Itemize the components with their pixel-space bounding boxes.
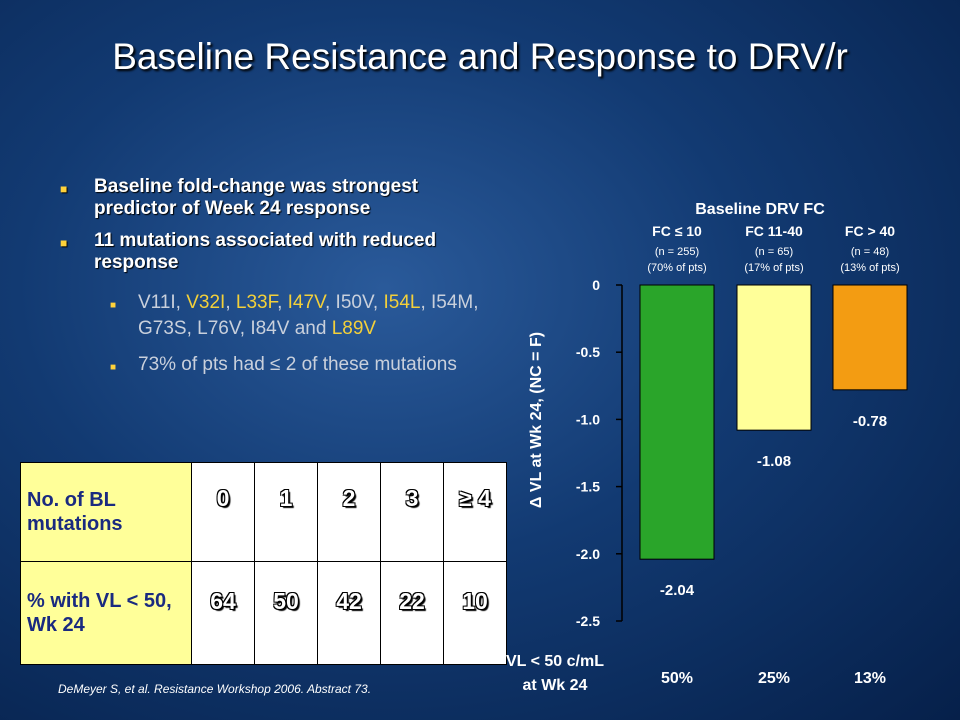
category-pct-label: (13% of pts): [840, 262, 899, 274]
y-tick-label: -0.5: [576, 344, 600, 360]
table-row: % with VL < 50, Wk 24 64 50 42 22 10: [20, 561, 507, 665]
table-cell: 0: [191, 462, 255, 562]
table-cell: 1: [254, 462, 318, 562]
category-label: FC 11-40: [745, 223, 803, 239]
table-cell: 42: [317, 561, 381, 665]
bullet-square-icon: ■: [60, 182, 68, 196]
table-cell: 50: [254, 561, 318, 665]
category-label: FC ≤ 10: [652, 223, 702, 239]
y-axis-title: Δ VL at Wk 24, (NC = F): [528, 332, 545, 508]
table-cell: 10: [443, 561, 507, 665]
category-label: FC > 40: [845, 223, 895, 239]
y-tick-label: -1.5: [576, 479, 600, 495]
vl-response-value: 13%: [854, 670, 886, 687]
row-header-response: % with VL < 50, Wk 24: [20, 561, 192, 665]
bullet-1: ■ Baseline fold-change was strongest pre…: [58, 176, 488, 220]
category-n-label: (n = 255): [655, 246, 699, 258]
y-tick-label: -2.0: [576, 546, 600, 562]
category-n-label: (n = 65): [755, 246, 793, 258]
vl-response-value: 25%: [758, 670, 790, 687]
table-row: No. of BL mutations 0 1 2 3 ≥ 4: [20, 462, 507, 562]
mutation-response-table: No. of BL mutations 0 1 2 3 ≥ 4 % with V…: [20, 462, 507, 665]
table-cell: 22: [380, 561, 444, 665]
category-pct-label: (70% of pts): [647, 262, 706, 274]
sub-bullet-2: ■ 73% of pts had ≤ 2 of these mutations: [58, 352, 488, 378]
bar: [639, 284, 715, 560]
chart-title: Baseline DRV FC: [695, 201, 825, 218]
vl-response-label-line2: at Wk 24: [523, 677, 588, 694]
table-cell: 64: [191, 561, 255, 665]
y-tick-label: -1.0: [576, 411, 600, 427]
y-tick-label: 0: [592, 277, 600, 293]
bullet-2-text: 11 mutations associated with reduced res…: [94, 230, 437, 273]
category-n-label: (n = 48): [851, 246, 889, 258]
sub-bullet-1: ■ V11I, V32I, L33F, I47V, I50V, I54L, I5…: [58, 290, 488, 342]
vl-response-label-line1: VL < 50 c/mL: [506, 653, 604, 670]
slide-title: Baseline Resistance and Response to DRV/…: [112, 36, 848, 77]
sub-bullet-2-text: 73% of pts had ≤ 2 of these mutations: [138, 354, 457, 375]
table-cell: ≥ 4: [443, 462, 507, 562]
bar-value-label: -2.04: [660, 582, 695, 599]
sub-bullet-square-icon: ■: [110, 300, 117, 311]
bullet-2: ■ 11 mutations associated with reduced r…: [58, 230, 488, 274]
sub-bullet-square-icon: ■: [110, 362, 117, 373]
y-tick-label: -2.5: [576, 613, 600, 629]
bar: [832, 284, 908, 391]
bar: [736, 284, 812, 431]
bullet-list: ■ Baseline fold-change was strongest pre…: [58, 176, 488, 388]
mutation-list: V11I, V32I, L33F, I47V, I50V, I54L, I54M…: [138, 292, 479, 339]
table-cell: 2: [317, 462, 381, 562]
bar-value-label: -0.78: [853, 413, 887, 430]
bullet-1-text: Baseline fold-change was strongest predi…: [94, 176, 419, 219]
citation-footnote: DeMeyer S, et al. Resistance Workshop 20…: [58, 682, 372, 696]
bullet-square-icon: ■: [60, 236, 68, 250]
bar-value-label: -1.08: [757, 453, 791, 470]
category-pct-label: (17% of pts): [744, 262, 803, 274]
vl-response-value: 50%: [661, 670, 693, 687]
table-cell: 3: [380, 462, 444, 562]
row-header-mutations: No. of BL mutations: [20, 462, 192, 562]
